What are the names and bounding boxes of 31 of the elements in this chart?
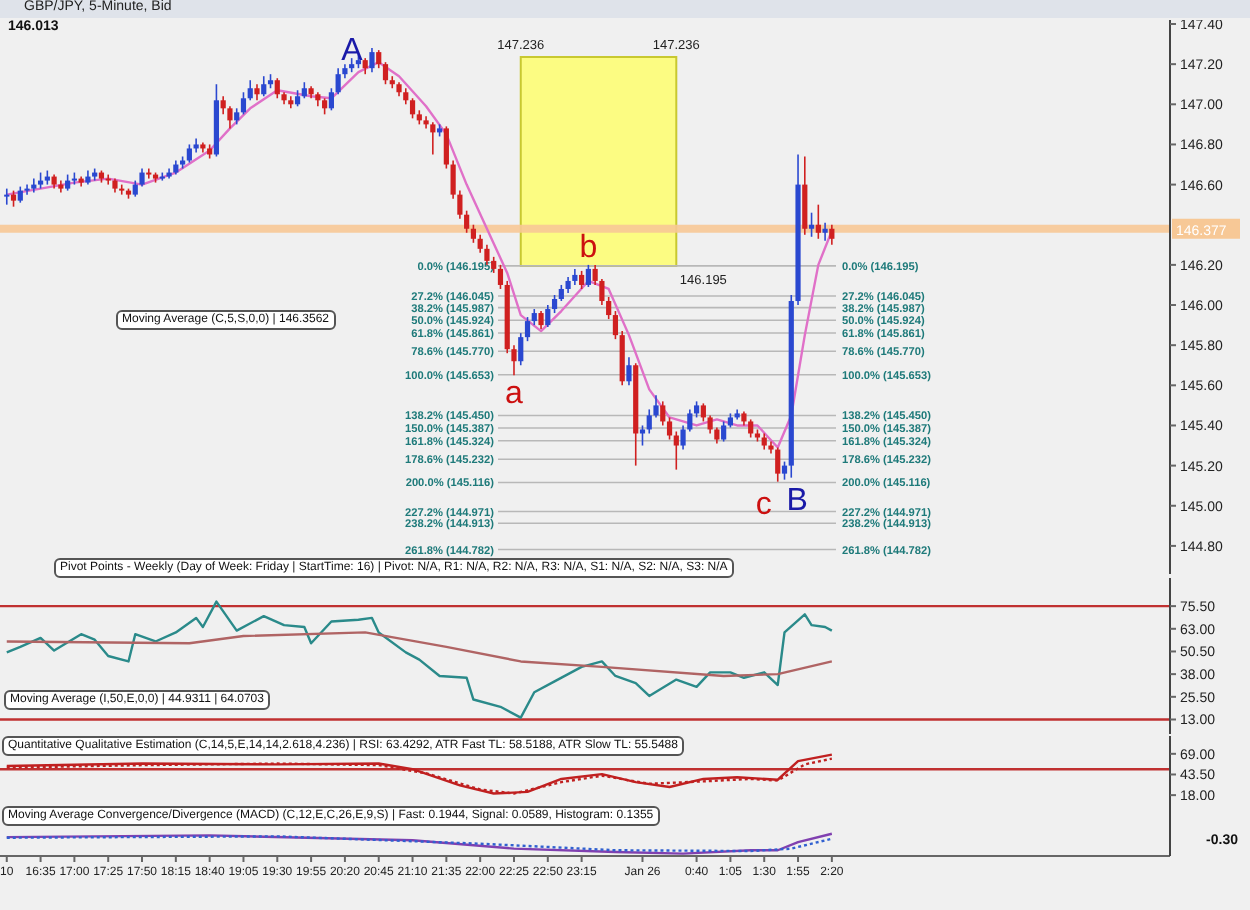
candlestick [4,187,10,206]
candlestick [579,270,585,290]
candlestick [775,446,781,483]
candlestick [829,223,835,246]
candlestick [430,121,436,156]
annotation: B [786,483,808,518]
candlestick [24,183,30,196]
annotation: b [579,230,598,265]
candlestick [626,356,632,387]
candlestick [538,310,544,330]
candlestick [748,418,754,439]
candlestick [822,221,828,242]
candlestick [31,177,37,194]
candlestick [186,143,192,164]
candlestick [585,264,591,288]
candlestick [808,211,815,238]
annotation: A [341,34,364,69]
annotation: a [505,377,524,412]
candlestick [369,47,375,73]
annotation: c [755,487,772,522]
candlestick [802,155,808,236]
candlestick [105,173,111,186]
candlestick [815,203,821,240]
candlestick [193,137,199,154]
candlestick [119,183,125,196]
candlestick [721,420,727,443]
candlestick [261,75,267,98]
candlestick [673,430,679,471]
candlestick [146,167,152,180]
candlestick [274,77,280,100]
candlestick [545,304,551,328]
